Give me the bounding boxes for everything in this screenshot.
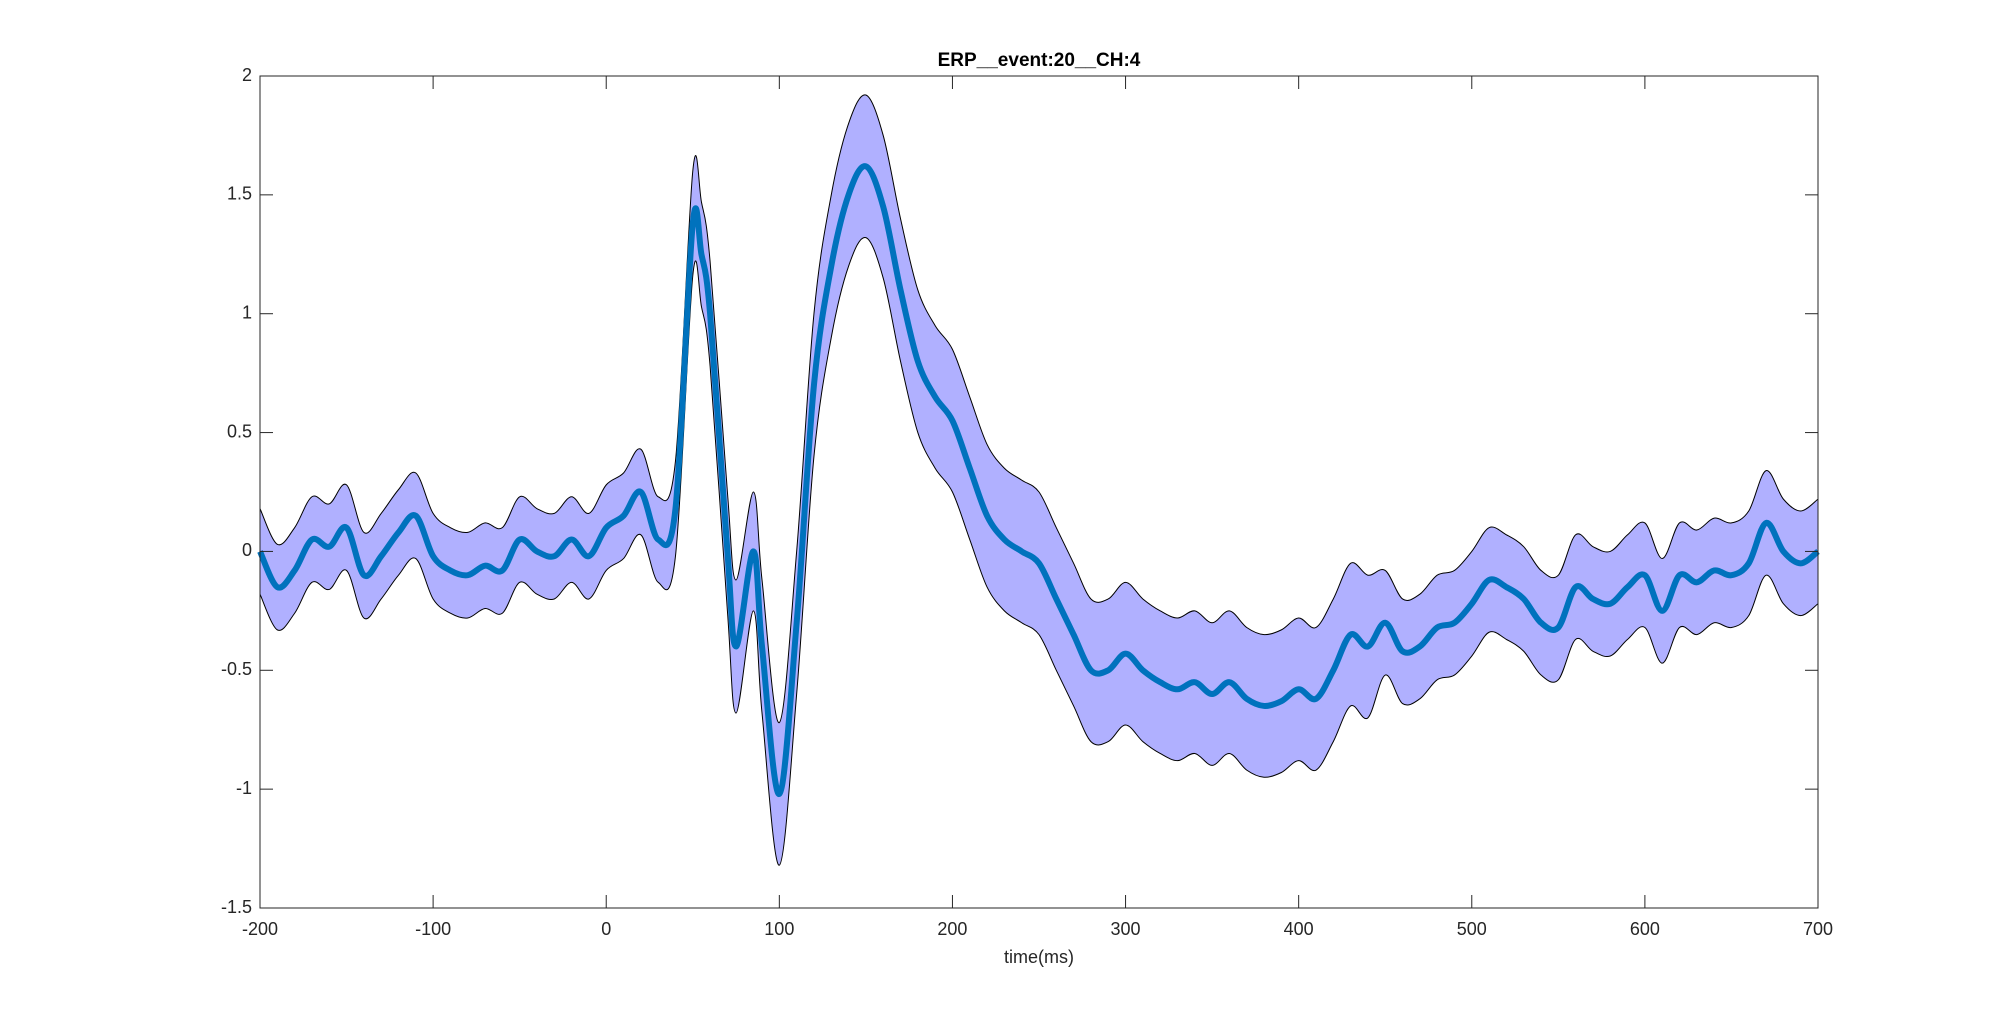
x-tick-label: -200 xyxy=(242,919,278,939)
x-tick-label: 0 xyxy=(601,919,611,939)
x-tick-label: 500 xyxy=(1457,919,1487,939)
x-tick-label: 200 xyxy=(937,919,967,939)
y-tick-label: 1.5 xyxy=(227,184,252,204)
y-tick-label: 0 xyxy=(242,540,252,560)
x-axis-label: time(ms) xyxy=(1004,947,1074,967)
mean-line xyxy=(257,163,1820,797)
y-tick-label: -1 xyxy=(236,778,252,798)
x-tick-label: -100 xyxy=(415,919,451,939)
x-tick-label: 100 xyxy=(764,919,794,939)
plot-frame xyxy=(259,75,1819,909)
x-tick-label: 700 xyxy=(1803,919,1833,939)
band-lower-edge xyxy=(259,237,1819,866)
x-tick-label: 300 xyxy=(1111,919,1141,939)
x-tick-label: 600 xyxy=(1630,919,1660,939)
chart-title: ERP__event:20__CH:4 xyxy=(938,50,1141,71)
y-tick-label: -1.5 xyxy=(221,897,252,917)
y-tick-label: 0.5 xyxy=(227,421,252,441)
band-upper-edge xyxy=(259,94,1819,724)
confidence-band xyxy=(260,94,1818,866)
x-tick-label: 400 xyxy=(1284,919,1314,939)
y-tick-label: 1 xyxy=(242,302,252,322)
y-tick-label: 2 xyxy=(242,65,252,85)
y-tick-label: -0.5 xyxy=(221,659,252,679)
